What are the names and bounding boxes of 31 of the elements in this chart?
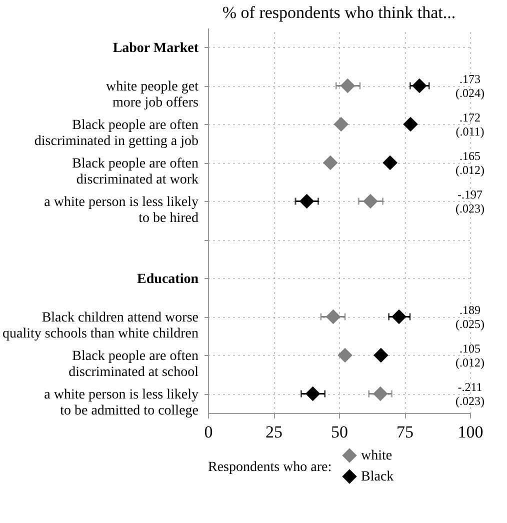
point [334,116,349,132]
chart-title: % of respondents who think that... [222,3,456,22]
x-tick-label: 75 [396,422,414,442]
x-tick-label: 0 [204,422,213,442]
annotation: .173 (.024) [456,72,484,100]
annotation: -.197 (.023) [456,187,484,216]
y-tick-label: white people get more job offers [106,79,199,110]
annotation: .105 (.012) [456,341,484,370]
x-tick-label: 100 [458,422,484,442]
point [322,155,338,170]
y-tick-label: Labor Market [112,40,199,56]
point [382,155,398,170]
y-tick-label: a white person is less likely to be admitted to college [44,387,198,418]
y-tick-label: a white person is less likely to be hired [44,194,198,226]
y-tick-label: Black people are often discriminated in getting a job [34,118,198,149]
x-tick-label: 50 [331,422,348,442]
y-tick-label: Black people are often discriminated at school [68,348,199,380]
point [374,348,388,363]
point [338,348,352,363]
point [403,116,418,132]
y-tick-label: Black people are often discriminated at work [72,156,198,188]
legend-label: white [361,448,392,464]
annotation: .165 (.012) [456,148,484,177]
legend-title: Respondents who are: [208,460,332,475]
legend-label: Black [361,470,394,484]
y-tick-label: Black children attend worse quality schools than white children [2,310,198,342]
y-tick-label: Education [137,272,199,287]
annotation: .172 (.011) [456,110,484,138]
annotation: .189 (.025) [456,302,484,331]
annotation: -.211 (.023) [456,380,484,408]
x-tick-label: 25 [266,422,282,442]
